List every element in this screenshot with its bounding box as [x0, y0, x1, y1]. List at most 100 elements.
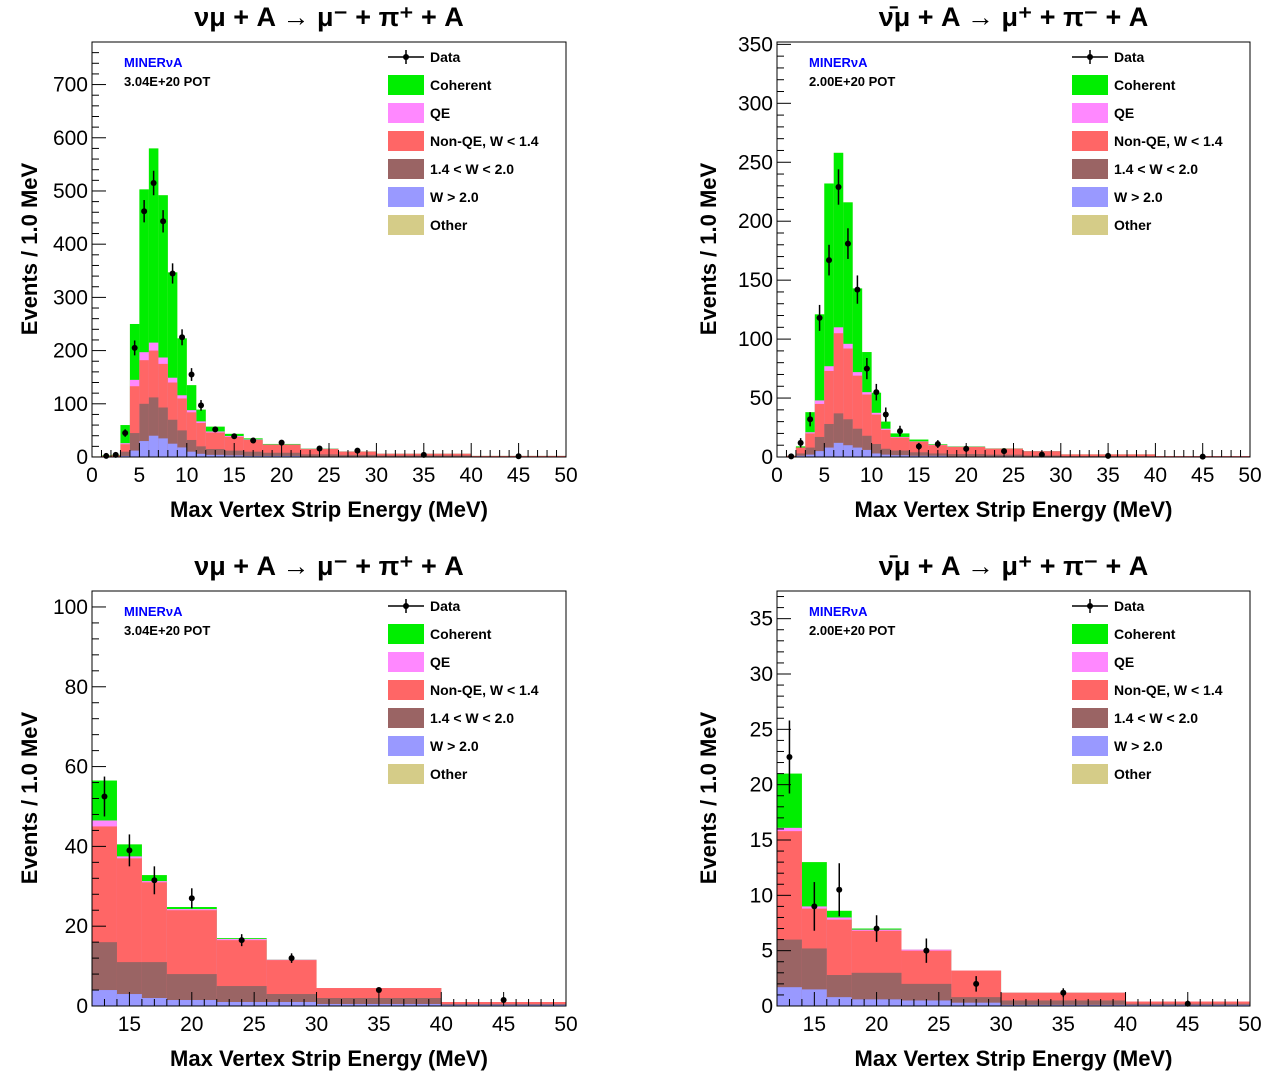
legend-swatch	[1072, 708, 1108, 728]
y-tick-label: 350	[738, 33, 773, 56]
histogram-stack	[777, 774, 1250, 1006]
hist-bar	[158, 438, 167, 457]
y-tick-label: 80	[65, 676, 88, 699]
legend-swatch	[388, 764, 424, 784]
legend-label: W > 2.0	[1114, 189, 1163, 205]
data-point	[935, 441, 941, 447]
legend-label: Coherent	[430, 77, 492, 93]
data-point	[897, 428, 903, 434]
histogram-stack	[92, 148, 566, 457]
x-tick-label: 40	[460, 464, 483, 487]
legend-swatch	[1072, 187, 1108, 207]
y-tick-label: 50	[750, 387, 773, 410]
legend-swatch	[1072, 103, 1108, 123]
x-tick-label: 45	[507, 464, 530, 487]
y-tick-label: 700	[53, 74, 88, 97]
x-tick-label: 15	[118, 1013, 141, 1036]
hist-bar	[824, 448, 833, 457]
legend-label: Data	[1114, 598, 1145, 614]
data-point	[845, 241, 851, 247]
x-tick-label: 0	[771, 464, 783, 487]
data-point	[874, 926, 880, 932]
histogram-stack	[92, 781, 566, 1006]
data-point	[141, 208, 147, 214]
data-point	[289, 955, 295, 961]
x-tick-label: 25	[927, 1013, 950, 1036]
legend-swatch	[1072, 736, 1108, 756]
x-tick-label: 15	[223, 464, 246, 487]
x-tick-label: 50	[554, 1013, 577, 1036]
hist-bar	[872, 453, 881, 457]
legend-data-marker	[403, 603, 409, 609]
data-point	[854, 287, 860, 293]
x-tick-label: 10	[860, 464, 883, 487]
legend-label: W > 2.0	[1114, 738, 1163, 754]
legend-swatch	[388, 131, 424, 151]
x-tick-label: 50	[1238, 1013, 1261, 1036]
legend-label: Non-QE, W < 1.4	[1114, 682, 1223, 698]
y-tick-label: 60	[65, 756, 88, 779]
legend-label: 1.4 < W < 2.0	[1114, 161, 1198, 177]
data-point	[126, 847, 132, 853]
legend-swatch	[388, 215, 424, 235]
x-tick-label: 45	[492, 1013, 515, 1036]
legend-label: Other	[430, 766, 468, 782]
x-tick-label: 30	[989, 1013, 1012, 1036]
hist-bar	[853, 448, 862, 457]
panel-nubar-full: ν̄μ + A → μ⁺ + π⁻ + A Events / 1.0 MeV M…	[639, 0, 1279, 539]
data-point	[132, 345, 138, 351]
y-tick-label: 200	[738, 210, 773, 233]
hist-bar	[139, 441, 148, 457]
x-tick-label: 40	[1114, 1013, 1137, 1036]
x-tick-label: 45	[1176, 1013, 1199, 1036]
data-point	[873, 389, 879, 395]
data-point	[826, 257, 832, 263]
panel-nu-full: νμ + A → μ⁻ + π⁺ + A Events / 1.0 MeV Ma…	[0, 0, 640, 539]
x-tick-label: 5	[818, 464, 830, 487]
legend-swatch	[1072, 624, 1108, 644]
data-point	[151, 180, 157, 186]
y-tick-label: 0	[761, 995, 773, 1018]
hist-bar	[177, 447, 186, 457]
hist-bar	[834, 443, 843, 457]
data-point	[101, 794, 107, 800]
data-point	[179, 334, 185, 340]
y-tick-label: 100	[738, 328, 773, 351]
x-tick-label: 20	[865, 1013, 888, 1036]
y-tick-label: 40	[65, 835, 88, 858]
x-tick-label: 30	[1049, 464, 1072, 487]
x-tick-label: 35	[412, 464, 435, 487]
data-point	[798, 440, 804, 446]
x-tick-label: 35	[367, 1013, 390, 1036]
y-tick-label: 300	[738, 92, 773, 115]
data-point	[788, 453, 794, 459]
data-point	[836, 887, 842, 893]
legend-label: Data	[1114, 49, 1145, 65]
hist-bar	[168, 444, 177, 457]
y-tick-label: 100	[53, 596, 88, 619]
x-tick-label: 15	[803, 1013, 826, 1036]
legend-label: 1.4 < W < 2.0	[430, 710, 514, 726]
legend-label: QE	[1114, 654, 1134, 670]
legend-label: Other	[1114, 217, 1152, 233]
data-point	[807, 416, 813, 422]
y-tick-label: 400	[53, 233, 88, 256]
data-point	[239, 937, 245, 943]
legend-swatch	[1072, 680, 1108, 700]
histogram-stack	[786, 153, 1250, 457]
legend-swatch	[1072, 131, 1108, 151]
x-tick-label: 10	[175, 464, 198, 487]
legend-label: W > 2.0	[430, 738, 479, 754]
legend-swatch	[1072, 652, 1108, 672]
x-tick-label: 40	[1144, 464, 1167, 487]
x-tick-label: 20	[955, 464, 978, 487]
y-tick-label: 150	[738, 269, 773, 292]
legend-swatch	[1072, 215, 1108, 235]
experiment-label: MINERνA	[124, 604, 183, 619]
legend-swatch	[388, 652, 424, 672]
x-tick-label: 45	[1191, 464, 1214, 487]
data-point	[212, 426, 218, 432]
